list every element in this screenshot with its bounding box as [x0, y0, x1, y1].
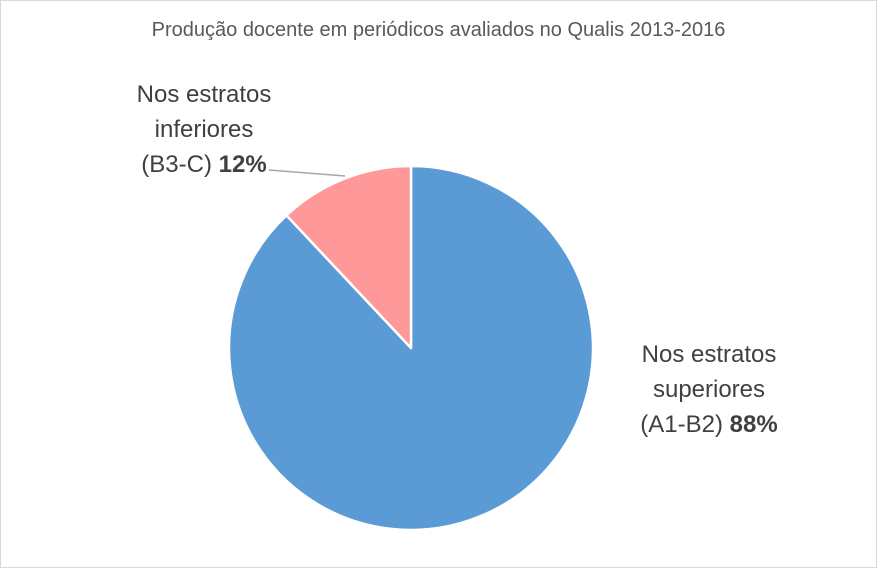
slice-label-line: (A1-B2)	[640, 411, 723, 438]
slice-label-line: Nos estratos	[641, 341, 777, 368]
pie-slice-1	[285, 164, 413, 350]
slice-percent-label: 12%	[218, 151, 267, 178]
slice-label-line: Nos estratos	[136, 81, 272, 108]
slice-percent-label: 88%	[729, 411, 778, 438]
chart-title: Produção docente em periódicos avaliados…	[151, 19, 726, 41]
leader-line-inferiores	[268, 169, 346, 177]
slice-label-line: superiores	[652, 376, 766, 403]
slice-label-inferiores: Nos estratos inferiores (B3-C) 12%	[99, 77, 309, 182]
slice-label-line: (B3-C)	[141, 151, 212, 178]
slice-label-superiores: Nos estratos superiores (A1-B2) 88%	[604, 337, 814, 442]
slice-label-line: inferiores	[154, 116, 254, 143]
